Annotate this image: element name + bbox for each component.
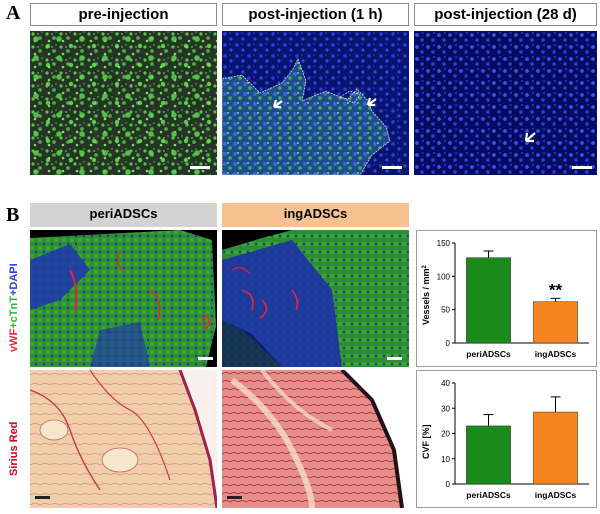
bar <box>466 257 511 344</box>
header-post-injection-28d: post-injection (28 d) <box>414 3 597 26</box>
category-label: ingADSCs <box>535 490 577 500</box>
category-label: periADSCs <box>466 349 511 359</box>
scale-bar <box>227 496 242 499</box>
y-tick-label: 0 <box>446 339 451 348</box>
tissue-fluorescence-pattern <box>222 230 409 367</box>
category-label: periADSCs <box>466 490 511 500</box>
y-tick-label: 150 <box>437 239 451 248</box>
vwf-label: vWF <box>8 328 20 352</box>
header-post-injection-1h: post-injection (1 h) <box>222 3 409 26</box>
micrograph-periadscs-fluorescence <box>30 230 217 367</box>
scale-bar <box>387 357 402 360</box>
dapi-label: DAPI <box>8 263 20 290</box>
plus-sign: + <box>8 322 20 329</box>
arrow-icon <box>524 132 536 143</box>
arrow-icon <box>366 97 377 107</box>
y-tick-label: 50 <box>441 306 450 315</box>
panel-b-letter: B <box>6 204 20 226</box>
group-label-ingadscs: ingADSCs <box>222 203 409 227</box>
ctnt-label: cTnT <box>8 296 20 323</box>
micrograph-post-injection-28d <box>414 31 597 175</box>
arrow-icon <box>272 99 283 109</box>
micrograph-post-injection-1h <box>222 31 409 175</box>
scale-bar <box>190 166 210 169</box>
blue-nuclei-pattern <box>414 31 597 175</box>
y-tick-label: 10 <box>441 455 450 464</box>
plus-sign: + <box>8 289 20 297</box>
micrograph-periadscs-sirius-red <box>30 370 217 508</box>
panel-a-letter: A <box>6 2 21 24</box>
scale-bar <box>382 166 402 169</box>
tissue-fluorescence-pattern <box>30 230 216 367</box>
significance-marker: ** <box>549 280 563 299</box>
row-label-sirius-red: Sirius Red <box>8 421 20 476</box>
bar <box>533 411 578 485</box>
y-tick-label: 30 <box>441 404 450 413</box>
y-tick-label: 100 <box>437 272 451 281</box>
micrograph-ingadscs-fluorescence <box>222 230 409 367</box>
row-label-vwf-ctnt-dapi: vWF+cTnT+DAPI <box>8 263 20 352</box>
sirius-red-tissue <box>222 370 404 508</box>
scale-bar <box>198 357 213 360</box>
bar <box>533 301 578 344</box>
chart-cvf: CVF [%] 0 10 20 30 40 periADSCs ingADSCs <box>416 370 597 508</box>
chart-vessels: Vessels / mm2 0 50 100 150 periADSCs ingADSCs… <box>416 230 597 367</box>
blue-nuclei-pattern <box>222 31 409 175</box>
vessels-bar-chart: Vessels / mm2 0 50 100 150 periADSCs ingADSCs… <box>421 239 589 359</box>
sirius-red-tissue <box>30 370 217 508</box>
green-cells-pattern <box>30 31 217 175</box>
y-axis-label: CVF [%] <box>421 425 431 460</box>
group-label-periadscs: periADSCs <box>30 203 217 227</box>
cvf-bar-chart: CVF [%] 0 10 20 30 40 periADSCs ingADSCs <box>421 379 589 500</box>
y-axis-label: Vessels / mm2 <box>421 264 431 325</box>
micrograph-pre-injection <box>30 31 217 175</box>
y-tick-label: 0 <box>446 480 451 489</box>
y-tick-label: 40 <box>441 379 450 388</box>
micrograph-ingadscs-sirius-red <box>222 370 409 508</box>
bar <box>466 425 511 485</box>
scale-bar <box>35 496 50 499</box>
category-label: ingADSCs <box>535 349 577 359</box>
header-pre-injection: pre-injection <box>30 3 217 26</box>
y-tick-label: 20 <box>441 430 450 439</box>
scale-bar <box>572 166 592 169</box>
